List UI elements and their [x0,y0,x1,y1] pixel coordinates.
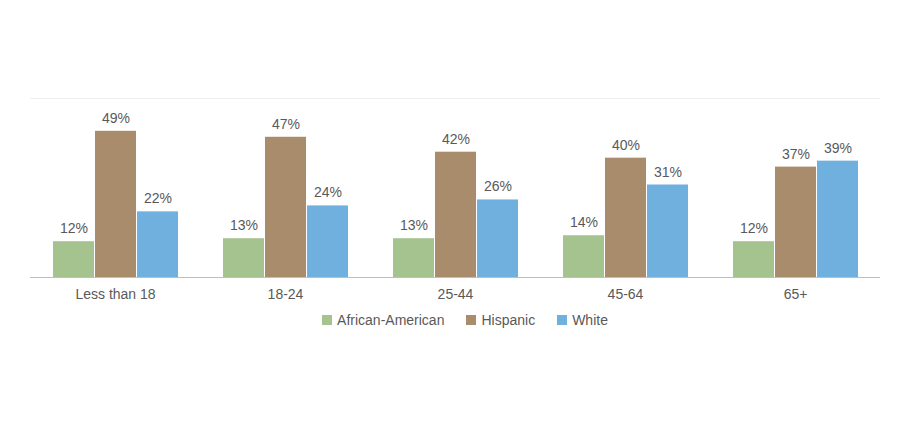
svg-text:49%: 49% [102,110,130,126]
html-text:African-American: African-American [337,312,445,328]
svg-text:24%: 24% [314,184,342,200]
svg-text:65+: 65+ [784,286,808,302]
svg-text:13%: 13% [230,217,258,233]
svg-text:42%: 42% [442,131,470,147]
svg-text:45-64: 45-64 [608,286,644,302]
svg-text:47%: 47% [272,116,300,132]
svg-text:25-44: 25-44 [438,286,474,302]
svg-text:40%: 40% [612,137,640,153]
html-text:Hispanic: Hispanic [481,312,536,328]
svg-text:22%: 22% [144,190,172,206]
svg-text:18-24: 18-24 [268,286,304,302]
svg-text:14%: 14% [570,214,598,230]
svg-text:13%: 13% [400,217,428,233]
svg-text:31%: 31% [654,163,682,179]
svg-text:39%: 39% [824,140,852,156]
svg-text:12%: 12% [740,220,768,236]
svg-text:37%: 37% [782,146,810,162]
svg-text:Less than 18: Less than 18 [75,286,155,302]
svg-text:26%: 26% [484,178,512,194]
svg-text:12%: 12% [60,220,88,236]
html-text:White: White [572,312,608,328]
